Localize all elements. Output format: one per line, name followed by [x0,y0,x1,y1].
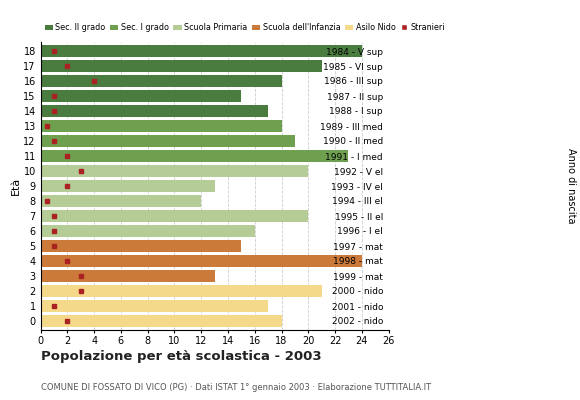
Bar [41,255,362,267]
Bar [41,165,309,177]
Bar [41,195,201,207]
Text: Anno di nascita: Anno di nascita [566,148,577,224]
Legend: Sec. II grado, Sec. I grado, Scuola Primaria, Scuola dell'Infanzia, Asilo Nido, : Sec. II grado, Sec. I grado, Scuola Prim… [45,23,445,32]
Bar [41,225,255,237]
Bar [41,120,281,132]
Bar [41,300,268,312]
Text: Popolazione per età scolastica - 2003: Popolazione per età scolastica - 2003 [41,350,321,363]
Bar [41,315,281,327]
Y-axis label: Età: Età [10,177,20,195]
Bar [41,90,241,102]
Bar [41,285,322,297]
Bar [41,135,295,147]
Bar [41,75,281,87]
Bar [41,60,322,72]
Bar [41,210,309,222]
Bar [41,180,215,192]
Bar [41,45,362,57]
Bar [41,240,241,252]
Bar [41,150,349,162]
Text: COMUNE DI FOSSATO DI VICO (PG) · Dati ISTAT 1° gennaio 2003 · Elaborazione TUTTI: COMUNE DI FOSSATO DI VICO (PG) · Dati IS… [41,383,431,392]
Bar [41,270,215,282]
Bar [41,105,268,117]
